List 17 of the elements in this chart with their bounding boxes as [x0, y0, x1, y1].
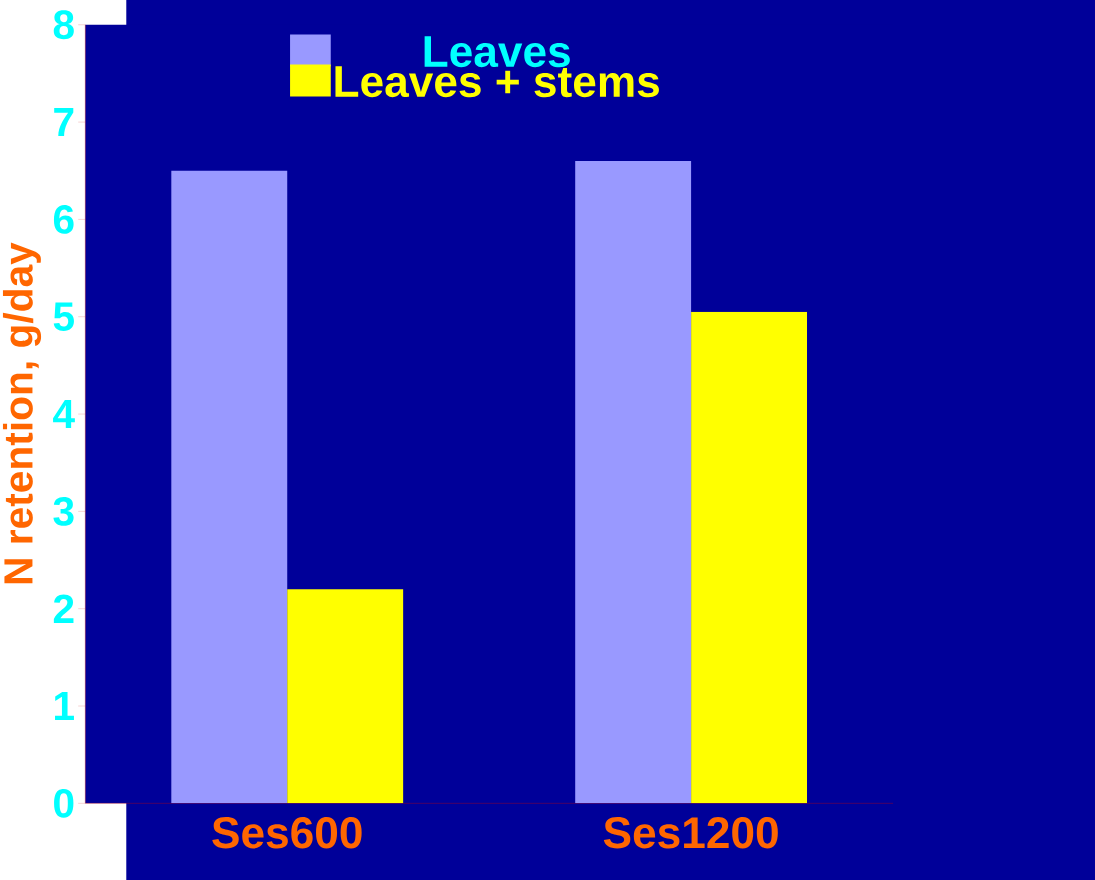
bar: [287, 589, 404, 804]
y-tick-label: 0: [54, 788, 74, 818]
x-tick-label: Ses1200: [603, 816, 778, 849]
legend-label: Leaves: [424, 36, 570, 68]
x-tick-label: Ses600: [212, 816, 362, 849]
y-axis-title: N retention, g/day: [2, 242, 42, 584]
y-tick-label: 2: [53, 594, 74, 623]
bar: [691, 311, 808, 804]
y-tick-label: 6: [53, 204, 74, 234]
y-tick-label: 5: [53, 302, 74, 331]
bar: [575, 160, 692, 804]
bar: [171, 170, 288, 804]
y-tick-label: 3: [53, 496, 74, 526]
y-tick-label: 7: [54, 107, 74, 136]
y-tick-label: 1: [55, 691, 74, 720]
y-tick-label: 4: [53, 399, 75, 428]
y-tick-label: 8: [53, 10, 74, 40]
